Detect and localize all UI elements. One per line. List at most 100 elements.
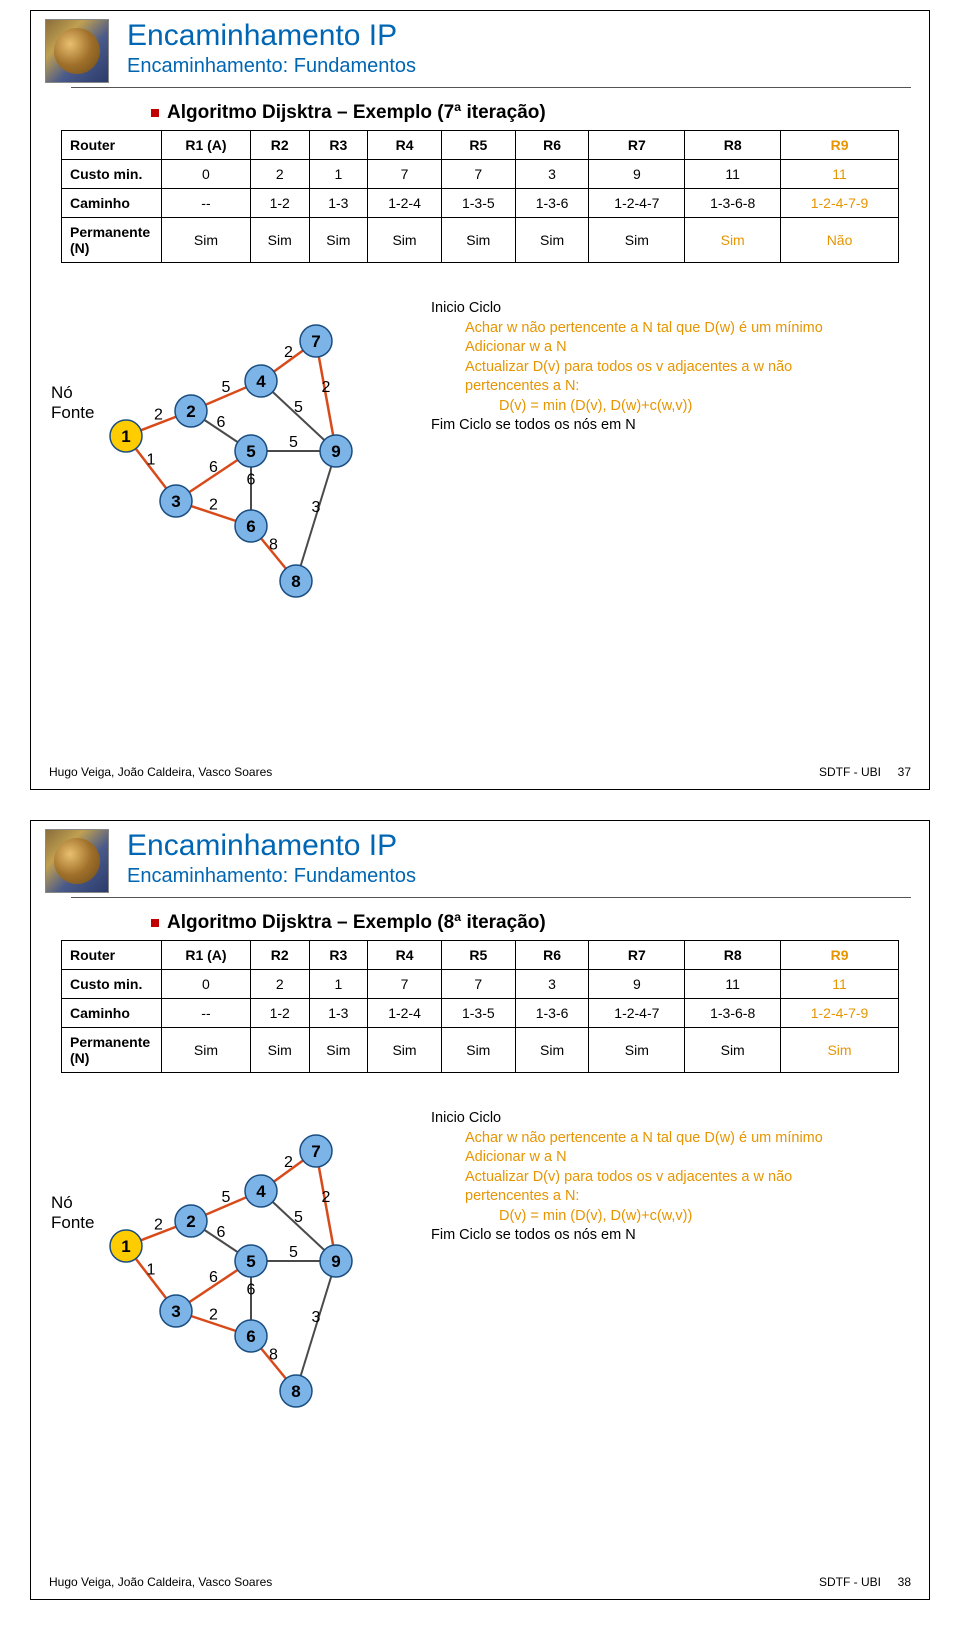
table-header-cell: Router <box>62 131 162 160</box>
node-label-9: 9 <box>331 1252 340 1271</box>
graph-area: NóFonte2156622556823123456789 Inicio Cic… <box>51 1091 909 1421</box>
ciclo-line: Inicio Ciclo <box>431 1109 901 1129</box>
node-label-1: 1 <box>121 427 130 446</box>
node-label-4: 4 <box>256 372 266 391</box>
table-cell: 7 <box>368 970 442 999</box>
bullet-icon <box>151 919 159 927</box>
table-row: Permanente (N)SimSimSimSimSimSimSimSimNã… <box>62 218 899 263</box>
table-cell: Sim <box>162 218 251 263</box>
table-cell: 11 <box>685 160 781 189</box>
ciclo-line: Inicio Ciclo <box>431 299 901 319</box>
title-main: Encaminhamento IP <box>127 19 416 53</box>
bullet-text: Algoritmo Dijsktra – Exemplo (8ª iteraçã… <box>167 912 546 934</box>
network-graph: 2156622556823123456789 <box>71 1091 411 1411</box>
table-cell: 7 <box>441 160 515 189</box>
node-label-1: 1 <box>121 1237 130 1256</box>
node-label-5: 5 <box>246 442 255 461</box>
edge-weight-2-5: 6 <box>217 1224 226 1241</box>
ciclo-line: Actualizar D(v) para todos os v adjacent… <box>465 1168 901 1188</box>
ciclo-line: Fim Ciclo se todos os nós em N <box>431 1226 901 1246</box>
title-sub: Encaminhamento: Fundamentos <box>127 865 416 888</box>
ciclo-line: Actualizar D(v) para todos os v adjacent… <box>465 358 901 378</box>
data-table-wrap: RouterR1 (A)R2R3R4R5R6R7R8R9Custo min.02… <box>61 130 899 263</box>
table-cell: 0 <box>162 160 251 189</box>
data-table: RouterR1 (A)R2R3R4R5R6R7R8R9Custo min.02… <box>61 130 899 263</box>
slide-header: Encaminhamento IP Encaminhamento: Fundam… <box>31 11 929 83</box>
table-header-cell: R9 <box>781 131 899 160</box>
algorithm-text: Inicio Ciclo Achar w não pertencente a N… <box>431 299 901 436</box>
table-cell: Sim <box>309 1028 368 1073</box>
table-header-cell: R7 <box>589 941 685 970</box>
table-cell: Sim <box>309 218 368 263</box>
edge-weight-6-8: 8 <box>269 1347 278 1364</box>
table-cell: Sim <box>589 218 685 263</box>
title-sub: Encaminhamento: Fundamentos <box>127 55 416 78</box>
table-cell: Sim <box>515 1028 589 1073</box>
table-cell: Sim <box>441 218 515 263</box>
edge-weight-3-5: 6 <box>209 1269 218 1286</box>
table-header-cell: R5 <box>441 131 515 160</box>
table-cell: 0 <box>162 970 251 999</box>
edge-weight-1-2: 2 <box>154 407 163 424</box>
ciclo-line: Fim Ciclo se todos os nós em N <box>431 416 901 436</box>
table-cell: 1-2 <box>250 189 309 218</box>
edge-weight-4-9: 5 <box>294 1209 303 1226</box>
slide: Encaminhamento IP Encaminhamento: Fundam… <box>30 10 930 790</box>
footer-right: SDTF - UBI 38 <box>819 1575 911 1589</box>
bullet-icon <box>151 109 159 117</box>
edge-weight-2-4: 5 <box>222 1189 231 1206</box>
table-cell: 3 <box>515 970 589 999</box>
ciclo-line: Adicionar w a N <box>465 338 901 358</box>
table-cell: 1-2-4-7 <box>589 189 685 218</box>
table-row: Custo min.02177391111 <box>62 160 899 189</box>
graph-area: NóFonte2156622556823123456789 Inicio Cic… <box>51 281 909 611</box>
table-header-cell: R3 <box>309 131 368 160</box>
edge-weight-3-6: 2 <box>209 497 218 514</box>
table-cell: 1-3-6 <box>515 999 589 1028</box>
bullet-heading: Algoritmo Dijsktra – Exemplo (7ª iteraçã… <box>151 102 929 124</box>
table-cell: Caminho <box>62 189 162 218</box>
table-cell: 1-2 <box>250 999 309 1028</box>
table-cell: Sim <box>515 218 589 263</box>
table-cell: Não <box>781 218 899 263</box>
node-label-2: 2 <box>186 1212 195 1231</box>
table-cell: Sim <box>685 1028 781 1073</box>
table-cell: 9 <box>589 970 685 999</box>
title-main: Encaminhamento IP <box>127 829 416 863</box>
table-cell: -- <box>162 189 251 218</box>
table-cell: Sim <box>781 1028 899 1073</box>
table-cell: Sim <box>368 218 442 263</box>
node-label-3: 3 <box>171 1302 180 1321</box>
table-header-cell: R3 <box>309 941 368 970</box>
table-cell: Sim <box>685 218 781 263</box>
edge-weight-1-2: 2 <box>154 1217 163 1234</box>
logo-icon <box>45 829 109 893</box>
edge-weight-1-3: 1 <box>147 452 156 469</box>
node-label-8: 8 <box>291 572 300 591</box>
node-label-8: 8 <box>291 1382 300 1401</box>
footer-pagenum: 38 <box>898 1575 911 1589</box>
table-header-cell: R5 <box>441 941 515 970</box>
edge-weight-2-5: 6 <box>217 414 226 431</box>
node-label-6: 6 <box>246 517 255 536</box>
table-cell: 1-3 <box>309 189 368 218</box>
bullet-heading: Algoritmo Dijsktra – Exemplo (8ª iteraçã… <box>151 912 929 934</box>
table-cell: 1-3-6-8 <box>685 999 781 1028</box>
footer-course: SDTF - UBI <box>819 1575 881 1589</box>
data-table-wrap: RouterR1 (A)R2R3R4R5R6R7R8R9Custo min.02… <box>61 940 899 1073</box>
edge-8-9 <box>296 1261 336 1391</box>
table-row: RouterR1 (A)R2R3R4R5R6R7R8R9 <box>62 131 899 160</box>
table-cell: 2 <box>250 160 309 189</box>
slide: Encaminhamento IP Encaminhamento: Fundam… <box>30 820 930 1600</box>
edge-weight-7-9: 2 <box>322 1189 331 1206</box>
ciclo-line: pertencentes a N: <box>465 1187 901 1207</box>
edge-weight-5-9: 5 <box>289 434 298 451</box>
node-label-3: 3 <box>171 492 180 511</box>
edge-weight-5-6: 6 <box>247 472 256 489</box>
table-cell: 7 <box>441 970 515 999</box>
table-header-cell: R4 <box>368 941 442 970</box>
divider <box>71 897 911 898</box>
data-table: RouterR1 (A)R2R3R4R5R6R7R8R9Custo min.02… <box>61 940 899 1073</box>
table-cell: -- <box>162 999 251 1028</box>
edge-weight-3-5: 6 <box>209 459 218 476</box>
